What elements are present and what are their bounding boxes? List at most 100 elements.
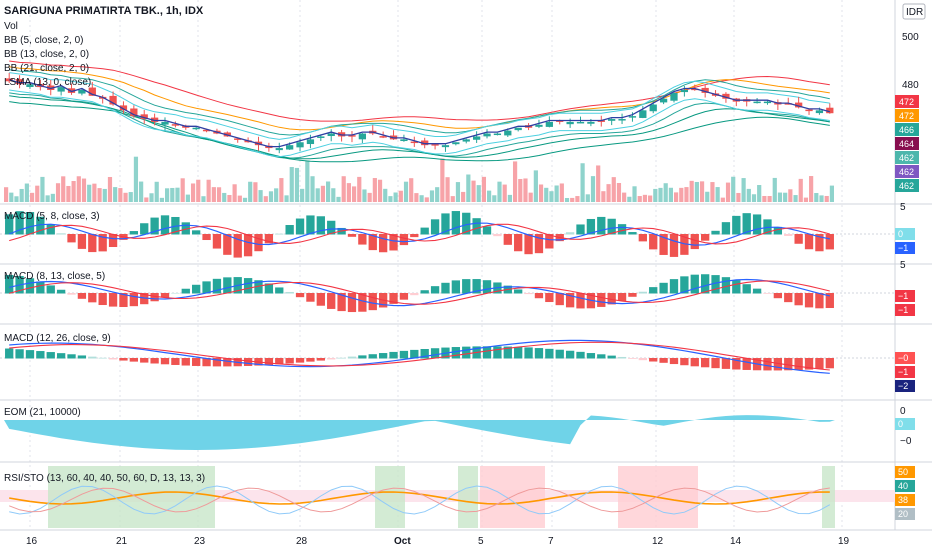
volume-bar xyxy=(414,193,419,202)
volume-bar xyxy=(673,192,679,202)
volume-bar xyxy=(814,193,819,202)
volume-bar xyxy=(554,185,559,202)
histogram-bar xyxy=(378,234,388,253)
candle-body xyxy=(452,142,460,145)
rsi-sto-pane xyxy=(0,466,895,528)
histogram-bar xyxy=(192,358,201,366)
price-tag-label-5: 462 xyxy=(899,167,914,177)
histogram-bar xyxy=(192,230,201,235)
volume-bar xyxy=(175,187,180,202)
histogram-bar xyxy=(67,354,76,359)
price-tag-label-0: 472 xyxy=(899,97,914,107)
histogram-bar xyxy=(659,234,668,255)
candle-body xyxy=(545,121,553,127)
volume-bar xyxy=(279,178,284,202)
volume-bar xyxy=(564,197,570,202)
histogram-bar xyxy=(181,222,190,235)
histogram-bar xyxy=(680,234,689,255)
histogram-bar xyxy=(773,293,783,299)
volume-bar xyxy=(216,187,222,202)
volume-bar xyxy=(76,176,81,202)
histogram-bar xyxy=(129,293,138,307)
volume-bar xyxy=(440,158,445,202)
histogram-bar xyxy=(545,234,554,249)
candle-body xyxy=(566,121,574,125)
histogram-bar xyxy=(524,234,533,255)
volume-bar xyxy=(409,178,414,202)
volume-bar xyxy=(544,187,549,202)
volume-bar xyxy=(242,197,248,202)
volume-bar xyxy=(622,192,627,202)
histogram-bar xyxy=(524,347,533,359)
histogram-bar xyxy=(98,357,107,359)
volume-bar xyxy=(819,195,824,202)
volume-bar xyxy=(268,191,274,202)
volume-bar xyxy=(113,187,118,202)
volume-bar xyxy=(326,181,331,202)
candle-body xyxy=(618,119,626,121)
time-label-7: 12 xyxy=(652,536,664,547)
histogram-bar xyxy=(25,212,35,235)
histogram-bar xyxy=(659,282,668,294)
histogram-bar xyxy=(628,358,637,359)
histogram-bar xyxy=(514,234,523,252)
volume-bar xyxy=(715,187,720,202)
volume-bar xyxy=(305,160,310,202)
histogram-bar xyxy=(555,349,564,359)
histogram-bar xyxy=(617,293,627,301)
volume-bar xyxy=(102,188,107,202)
histogram-bar xyxy=(36,351,45,359)
histogram-bar xyxy=(804,234,814,250)
volume-bar xyxy=(341,176,346,202)
pane-label-macd1: MACD (5, 8, close, 3) xyxy=(4,211,100,222)
histogram-bar xyxy=(88,356,97,359)
volume-bar xyxy=(66,185,71,202)
histogram-bar xyxy=(576,351,585,359)
time-label-0: 16 xyxy=(26,536,38,547)
rsi-tag-1 xyxy=(895,480,915,492)
volume-bar xyxy=(518,178,523,202)
volume-bar xyxy=(180,178,185,202)
volume-bar xyxy=(777,192,783,202)
candle-body xyxy=(815,110,824,114)
rsi-tag-2 xyxy=(895,494,915,506)
histogram-bar xyxy=(67,234,76,243)
volume-bar xyxy=(351,186,357,202)
candle-body xyxy=(649,104,657,112)
histogram-bar xyxy=(410,234,419,238)
candle-body xyxy=(47,85,55,90)
volume-bar xyxy=(227,194,232,202)
histogram-bar xyxy=(98,234,107,252)
pane-label-rsi: RSI/STO (13, 60, 40, 40, 50, 60, D, 13, … xyxy=(4,473,205,484)
histogram-bar xyxy=(649,358,658,362)
candle-body xyxy=(493,133,502,136)
price-tag-3 xyxy=(895,137,919,150)
histogram-bar xyxy=(430,286,440,294)
histogram-bar xyxy=(638,291,647,294)
time-label-9: 19 xyxy=(838,536,850,547)
volume-bar xyxy=(81,178,87,202)
histogram-bar xyxy=(732,215,741,235)
volume-bar xyxy=(4,187,9,202)
volume-bar xyxy=(24,183,29,202)
histogram-bar xyxy=(316,293,325,306)
candle-body xyxy=(410,141,418,144)
histogram-bar xyxy=(295,218,305,235)
volume-bar xyxy=(450,196,455,202)
volume-bar xyxy=(14,196,19,202)
volume-bar xyxy=(471,180,476,202)
volume-bar xyxy=(190,183,196,202)
histogram-bar xyxy=(368,354,377,359)
rsi-tag-label-0: 50 xyxy=(898,467,908,477)
macd-5-8-pane xyxy=(0,211,895,258)
volume-bar xyxy=(149,193,154,202)
candle-body xyxy=(431,144,439,146)
price-tag-label-3: 464 xyxy=(899,139,914,149)
currency-badge[interactable] xyxy=(902,3,926,20)
histogram-bar xyxy=(784,293,793,303)
candle-body xyxy=(472,136,481,140)
volume-bar xyxy=(206,179,211,202)
volume-bar xyxy=(429,190,435,202)
rsi-tag-label-2: 38 xyxy=(898,495,908,505)
macd1-tag-0 xyxy=(895,228,915,240)
